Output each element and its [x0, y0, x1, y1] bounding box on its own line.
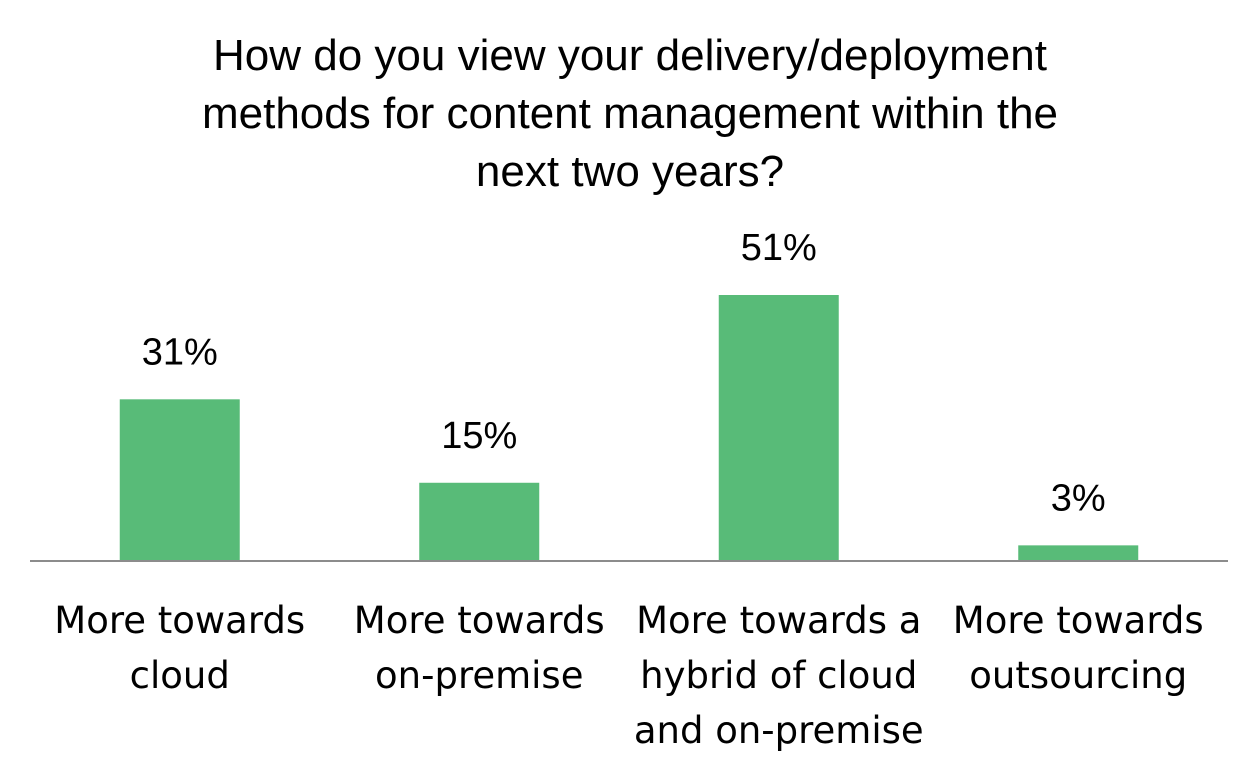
- category-label: hybrid of cloud: [640, 654, 917, 697]
- category-label: More towards a: [636, 599, 921, 642]
- data-label: 51%: [741, 227, 817, 269]
- value-labels: 31% 15% 51% 3%: [142, 227, 1106, 519]
- bars: [119, 295, 1139, 561]
- category-label: More towards: [54, 599, 305, 642]
- data-label: 3%: [1051, 477, 1106, 519]
- category-label: More towards: [354, 599, 605, 642]
- category-label: outsourcing: [969, 654, 1187, 697]
- category-label: More towards: [953, 599, 1204, 642]
- bar: [1018, 545, 1139, 561]
- category-label: cloud: [130, 654, 230, 697]
- data-label: 31%: [142, 331, 218, 373]
- chart-title-line: methods for content management within th…: [202, 89, 1058, 138]
- bar: [419, 482, 540, 561]
- category-label: on-premise: [375, 654, 583, 697]
- chart-title: How do you view your delivery/deployment…: [202, 31, 1058, 196]
- chart-title-line: How do you view your delivery/deployment: [213, 31, 1047, 80]
- category-labels: More towards cloud More towards on-premise M…: [54, 599, 1203, 752]
- bar: [718, 295, 839, 561]
- chart-title-line: next two years?: [476, 147, 784, 196]
- category-label: and on-premise: [634, 709, 924, 752]
- data-label: 15%: [441, 415, 517, 457]
- bar: [119, 399, 240, 561]
